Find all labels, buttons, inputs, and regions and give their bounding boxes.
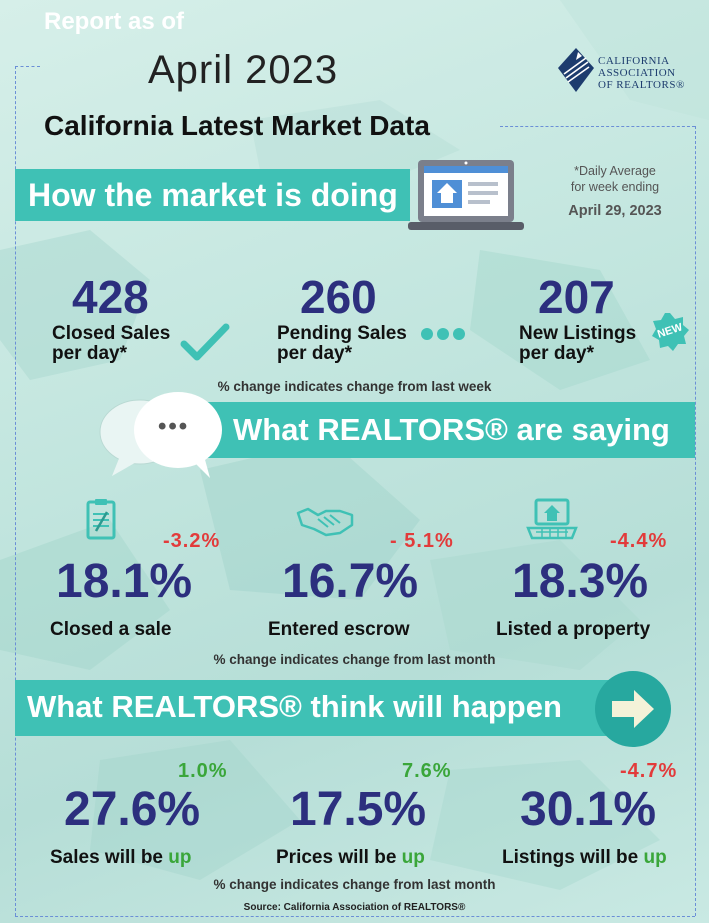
laptop-house-icon (408, 160, 524, 230)
report-as-of: Report as of (44, 8, 185, 35)
frame-border (15, 66, 16, 916)
new-badge-icon: NEW (650, 312, 690, 352)
frame-border (15, 66, 40, 67)
closed-sales-label: Closed Sales per day* (52, 324, 170, 364)
weekly-change-note: % change indicates change from last week (217, 379, 492, 394)
label-text: Prices will be (276, 847, 402, 868)
closed-sale-label: Closed a sale (50, 619, 172, 640)
sales-change: 1.0% (178, 760, 228, 782)
new-listings-value: 207 (538, 271, 615, 323)
daily-line: for week ending (570, 180, 660, 194)
prices-value: 17.5% (290, 783, 427, 836)
arrow-right-icon (595, 671, 671, 747)
section-title: What REALTORS® think will happen (27, 689, 562, 724)
laptop-home-icon (526, 498, 578, 540)
closed-sale-value: 18.1% (56, 555, 193, 608)
listed-property-value: 18.3% (512, 555, 649, 608)
monthly-change-note: % change indicates change from last mont… (213, 652, 496, 667)
daily-average-note: *Daily Average for week ending (535, 163, 695, 195)
entered-escrow-change: - 5.1% (390, 530, 454, 552)
listings-change: -4.7% (620, 760, 678, 782)
handshake-icon (296, 507, 354, 537)
label-line: Closed Sales (52, 323, 171, 344)
label-line: per day* (277, 343, 352, 364)
entered-escrow-label: Entered escrow (268, 619, 410, 640)
monthly-change-note: % change indicates change from last mont… (213, 877, 496, 892)
frame-border (500, 126, 695, 127)
logo-line: OF REALTORS® (598, 79, 685, 91)
clipboard-icon (86, 499, 116, 540)
pending-sales-label: Pending Sales per day* (277, 324, 407, 364)
sales-label: Sales will be up (50, 847, 192, 869)
prices-change: 7.6% (402, 760, 452, 782)
section-title: What REALTORS® are saying (233, 412, 670, 447)
listings-label: Listings will be up (502, 847, 667, 869)
label-line: per day* (52, 343, 127, 364)
label-line: New Listings (519, 323, 637, 344)
up-word: up (168, 847, 192, 868)
section-banner-saying: What REALTORS® are saying (195, 402, 695, 458)
listings-value: 30.1% (520, 783, 657, 836)
sales-value: 27.6% (64, 783, 201, 836)
report-month: April 2023 (148, 48, 339, 92)
label-text: Listings will be (502, 847, 644, 868)
new-listings-label: New Listings per day* (519, 324, 636, 364)
up-word: up (643, 847, 667, 868)
chat-dots: ••• (158, 413, 190, 440)
prices-label: Prices will be up (276, 847, 425, 869)
chat-bubbles-icon (99, 392, 222, 478)
daily-line: *Daily Average (574, 164, 656, 178)
car-logo-icon (558, 48, 594, 92)
ellipsis-dots-icon (421, 328, 465, 340)
frame-border (695, 126, 696, 916)
frame-border (15, 916, 695, 917)
car-logo-text: CALIFORNIA ASSOCIATION OF REALTORS® (598, 55, 685, 91)
section-banner-think: What REALTORS® think will happen (15, 680, 620, 736)
closed-sale-change: -3.2% (163, 530, 221, 552)
label-line: per day* (519, 343, 594, 364)
page-subtitle: California Latest Market Data (44, 110, 430, 141)
listed-property-label: Listed a property (496, 619, 651, 640)
up-word: up (401, 847, 425, 868)
source-footer: Source: California Association of REALTO… (243, 902, 466, 913)
section-banner-market: How the market is doing (15, 169, 410, 221)
logo-line: CALIFORNIA (598, 55, 670, 67)
listed-property-change: -4.4% (610, 530, 668, 552)
pending-sales-value: 260 (300, 271, 377, 323)
week-ending-date: April 29, 2023 (568, 203, 662, 219)
entered-escrow-value: 16.7% (282, 555, 419, 608)
label-line: Pending Sales (277, 323, 407, 344)
closed-sales-value: 428 (72, 271, 149, 323)
logo-line: ASSOCIATION (598, 67, 676, 79)
checkmark-icon (180, 323, 230, 361)
section-title: How the market is doing (28, 177, 398, 213)
label-text: Sales will be (50, 847, 169, 868)
